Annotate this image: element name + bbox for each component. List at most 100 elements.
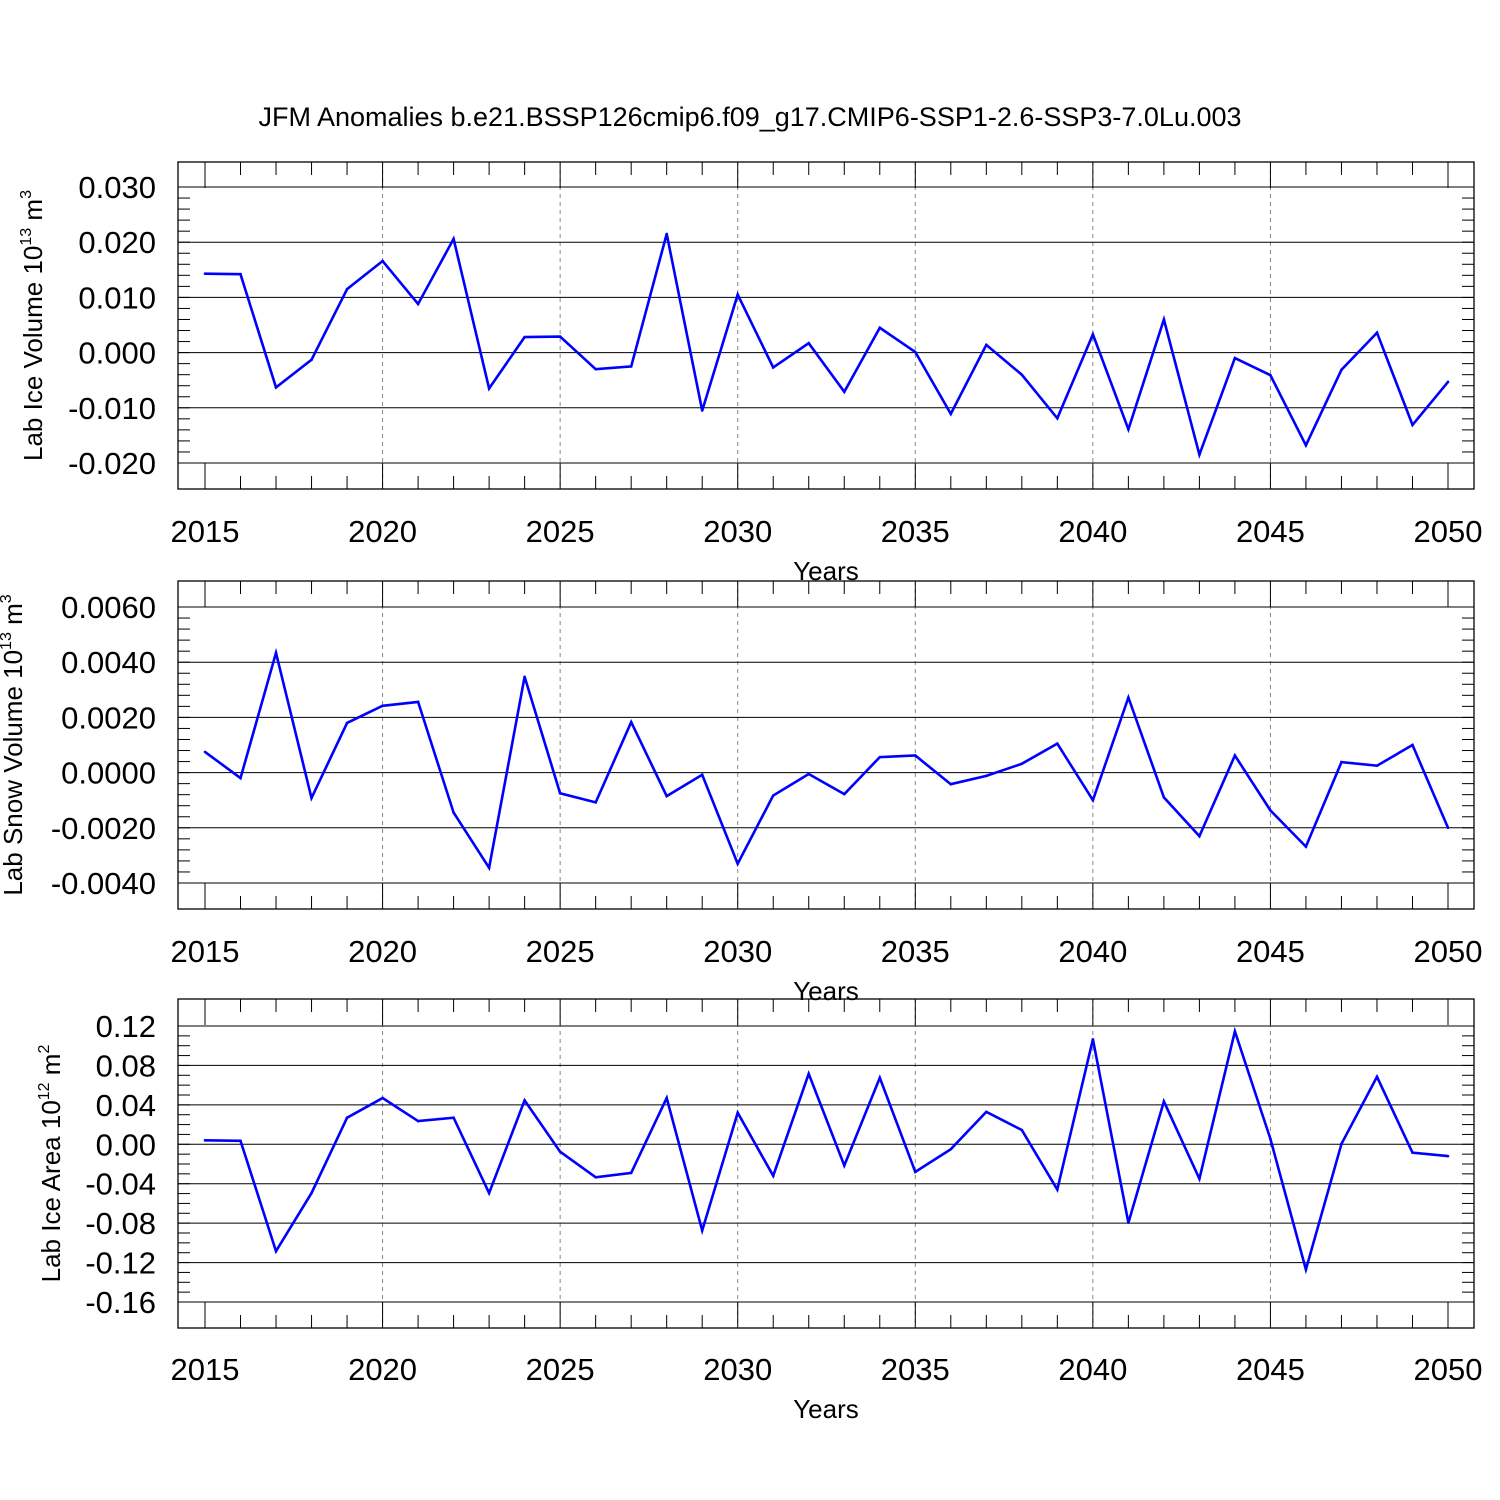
x-tick-label: 2015 (171, 934, 240, 969)
data-point (452, 1116, 455, 1119)
data-point (665, 1096, 668, 1100)
data-point (1411, 1151, 1414, 1154)
data-point (1304, 444, 1308, 447)
series-line (204, 1026, 1449, 1275)
data-point (1269, 1137, 1272, 1141)
x-tick-label: 2050 (1414, 514, 1483, 549)
data-point (1340, 760, 1343, 764)
plot-frame (177, 580, 1475, 910)
data-point (1198, 834, 1201, 838)
x-tick-label: 2045 (1236, 514, 1305, 549)
data-point (807, 772, 811, 776)
data-point (381, 1096, 384, 1100)
data-point (985, 343, 988, 347)
data-point (1233, 754, 1237, 757)
data-point (523, 675, 526, 679)
data-point (949, 1147, 953, 1151)
y-axis-label: Lab Ice Volume 1013 m3 (18, 190, 48, 461)
y-tick-label: -0.12 (85, 1246, 156, 1281)
data-point (310, 1191, 313, 1195)
data-point (878, 755, 882, 759)
y-tick-label: -0.010 (68, 391, 156, 426)
y-tick-label: -0.08 (85, 1206, 156, 1241)
data-point (842, 390, 846, 394)
data-point (310, 796, 313, 800)
y-tick-label: 0.04 (96, 1088, 156, 1123)
panel-snow-volume: -0.0040 -0.0020 0.0000 0.0020 0.0040 0.0060 20… (0, 580, 1483, 1006)
data-point (807, 1072, 811, 1076)
y-tick-label: 0.0060 (61, 590, 156, 625)
data-point (345, 1116, 349, 1119)
data-point (345, 287, 349, 291)
data-point (558, 1150, 562, 1153)
data-point (1162, 796, 1166, 799)
data-point (1056, 742, 1059, 745)
y-axis-label-exponent: 2 (36, 1045, 53, 1054)
data-point (736, 1111, 740, 1115)
data-point (345, 721, 349, 725)
x-tick-label: 2040 (1058, 514, 1127, 549)
data-point (274, 651, 278, 655)
data-point (1056, 1188, 1059, 1191)
data-point (1162, 1100, 1166, 1103)
data-point (594, 1176, 597, 1179)
data-point (203, 750, 207, 754)
data-point (487, 866, 491, 870)
y-axis-label-exponent: 13 (0, 632, 15, 650)
x-tick-label: 2020 (348, 934, 417, 969)
x-tick-label: 2050 (1414, 1352, 1483, 1387)
data-point (1340, 368, 1343, 372)
data-point (239, 1139, 242, 1143)
data-point (629, 365, 633, 368)
x-tick-label: 2035 (881, 934, 950, 969)
x-tick-label: 2030 (703, 514, 772, 549)
data-point (771, 1174, 775, 1178)
data-point (1162, 318, 1166, 321)
data-point (558, 335, 562, 338)
x-tick-label: 2040 (1058, 934, 1127, 969)
x-tick-label: 2050 (1414, 934, 1483, 969)
y-tick-label: 0.020 (78, 225, 156, 260)
data-point (1091, 798, 1095, 802)
data-point (985, 774, 988, 778)
plot-frame (177, 161, 1475, 490)
data-point (239, 776, 242, 780)
data-point (1446, 826, 1450, 830)
plot-frame (177, 998, 1475, 1329)
data-point (1411, 743, 1414, 747)
data-point (487, 387, 491, 390)
x-tick-label: 2045 (1236, 934, 1305, 969)
y-axis-label-exponent: 3 (0, 594, 15, 603)
data-point (1198, 453, 1201, 457)
data-point (487, 1191, 491, 1195)
data-point (1020, 762, 1024, 766)
data-point (1304, 1268, 1308, 1271)
y-axis-label: Lab Ice Area 1012 m2 (36, 1045, 66, 1283)
y-tick-label: -0.0020 (51, 811, 156, 846)
data-point (558, 792, 562, 795)
y-tick-label: -0.16 (85, 1285, 156, 1320)
y-axis-label-part: Lab Ice Volume 10 (18, 246, 48, 461)
data-point (1446, 380, 1450, 384)
data-point (381, 259, 384, 263)
figure-title: JFM Anomalies b.e21.BSSP126cmip6.f09_g17… (258, 102, 1241, 132)
data-point (1340, 1142, 1343, 1146)
data-point (1020, 373, 1024, 376)
x-tick-label: 2045 (1236, 1352, 1305, 1387)
y-axis-label-part: m (18, 199, 48, 228)
y-tick-label: -0.0040 (51, 866, 156, 901)
data-point (1375, 764, 1379, 767)
data-point (736, 293, 740, 296)
x-axis-label: Years (793, 976, 859, 1006)
y-axis-label-exponent: 13 (18, 228, 35, 246)
y-axis-label-part: Lab Snow Volume 10 (0, 650, 28, 896)
series-line (204, 647, 1450, 872)
data-point (594, 367, 597, 371)
series-line (204, 233, 1450, 460)
data-point (452, 237, 455, 241)
data-point (913, 350, 917, 354)
data-point (416, 700, 420, 704)
data-point (310, 358, 313, 362)
y-tick-label: -0.04 (85, 1167, 156, 1202)
